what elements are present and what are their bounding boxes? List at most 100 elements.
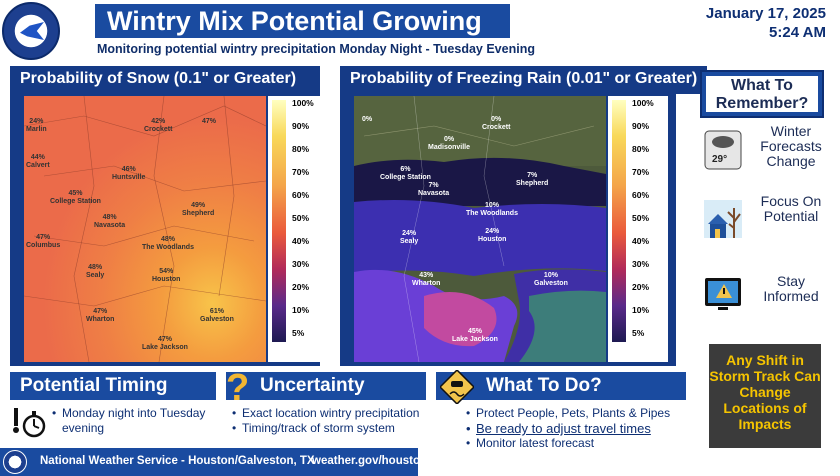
ice-label: 0% Madisonville xyxy=(428,136,471,151)
ice-map: 0% Crockett 0% Madisonville 0% 6% College S… xyxy=(354,96,606,362)
ice-map-panel: Probability of Freezing Rain (0.01" or G… xyxy=(340,66,708,366)
tip-stay-informed: Stay Informed xyxy=(704,268,834,328)
slippery-road-icon xyxy=(438,368,476,406)
nws-logo xyxy=(2,2,60,60)
legend-tick: 80% xyxy=(632,144,650,154)
legend-tick: 10% xyxy=(292,305,310,315)
snow-label: 46% Huntsville xyxy=(112,166,146,181)
legend-tick: 90% xyxy=(632,121,650,131)
svg-text:29°: 29° xyxy=(712,154,727,165)
ice-label: 0% Crockett xyxy=(482,116,511,131)
stopwatch-icon xyxy=(12,406,46,440)
snow-map-panel: Probability of Snow (0.1" or Greater) 42… xyxy=(10,66,328,366)
what-to-remember-heading: What To Remember? xyxy=(706,76,818,112)
legend-tick: 5% xyxy=(292,328,305,338)
page-title: Wintry Mix Potential Growing xyxy=(107,6,482,36)
ice-label: 43% Wharton xyxy=(412,272,441,287)
snow-label: 44% Calvert xyxy=(26,154,50,169)
snowy-house-icon xyxy=(704,200,742,244)
legend-tick: 100% xyxy=(292,98,314,108)
legend-tick: 100% xyxy=(632,98,654,108)
legend-tick: 20% xyxy=(292,282,310,292)
tip-focus-on-potential: Focus On Potential xyxy=(704,194,834,254)
snow-map-title: Probability of Snow (0.1" or Greater) xyxy=(10,66,307,94)
title-bar: Wintry Mix Potential Growing xyxy=(95,4,510,38)
ice-legend-bar xyxy=(612,100,626,342)
ice-label: 45% Lake Jackson xyxy=(452,328,498,343)
date-text: January 17, 2025 xyxy=(705,5,826,22)
tip-text: Focus On Potential xyxy=(760,193,822,224)
uncertainty-list: Exact location wintry precipitation Timi… xyxy=(232,406,419,436)
footer-url-link[interactable]: weather.gov/houston xyxy=(312,455,428,467)
snow-label: 48% Navasota xyxy=(94,214,126,229)
snow-label: 47% Wharton xyxy=(86,308,115,323)
snow-label: 48% Sealy xyxy=(86,264,105,279)
storm-track-warning-text: Any Shift in Storm Track Can Change Loca… xyxy=(709,352,821,432)
todo-list: Protect People, Pets, Plants & Pipes Be … xyxy=(466,406,670,451)
snow-label: 47% xyxy=(202,118,217,125)
legend-tick: 80% xyxy=(292,144,310,154)
list-item: Monitor latest forecast xyxy=(466,436,670,451)
snow-map: 42% Crockett 47% 24% Marlin 44% Calvert 45%… xyxy=(24,96,266,362)
snow-label: 42% Crockett xyxy=(144,118,173,133)
legend-tick: 30% xyxy=(632,259,650,269)
header: Wintry Mix Potential Growing January 17,… xyxy=(0,0,840,62)
tv-alert-icon xyxy=(704,274,742,314)
ice-legend: 100% 90% 80% 70% 60% 50% 40% 30% 20% 10%… xyxy=(608,96,668,362)
legend-tick: 30% xyxy=(292,259,310,269)
legend-tick: 20% xyxy=(632,282,650,292)
snow-label: 45% College Station xyxy=(50,190,101,205)
nws-bird-icon xyxy=(20,22,44,40)
uncertainty-header: Uncertainty xyxy=(226,372,426,400)
legend-tick: 60% xyxy=(292,190,310,200)
nws-footer-logo-icon xyxy=(3,450,27,474)
ice-label: 0% xyxy=(362,116,373,123)
snow-label: 47% Lake Jackson xyxy=(142,336,188,351)
timing-list: Monday night into Tuesday evening xyxy=(52,406,205,436)
ice-map-graphic xyxy=(354,96,606,362)
list-item: Timing/track of storm system xyxy=(232,421,419,436)
ice-label: 24% Houston xyxy=(478,228,507,243)
legend-tick: 60% xyxy=(632,190,650,200)
snow-label: 24% Marlin xyxy=(26,118,47,133)
list-item: evening xyxy=(62,421,105,435)
legend-tick: 50% xyxy=(292,213,310,223)
legend-tick: 90% xyxy=(292,121,310,131)
question-mark-icon: ? xyxy=(226,367,250,409)
snow-legend: 100% 90% 80% 70% 60% 50% 40% 30% 20% 10%… xyxy=(268,96,328,362)
snow-label: 48% The Woodlands xyxy=(142,236,194,251)
uncertainty-heading: Uncertainty xyxy=(260,375,365,396)
timing-heading: Potential Timing xyxy=(20,375,168,396)
snow-label: 61% Galveston xyxy=(200,308,234,323)
legend-tick: 10% xyxy=(632,305,650,315)
list-item: Monday night into Tuesday xyxy=(52,406,205,421)
timing-header: Potential Timing xyxy=(10,372,216,400)
ice-map-title: Probability of Freezing Rain (0.01" or G… xyxy=(340,66,708,94)
ice-label: 10% The Woodlands xyxy=(466,202,518,217)
snow-label: 49% Shepherd xyxy=(182,202,215,217)
ice-label: 7% Navasota xyxy=(418,182,450,197)
legend-tick: 40% xyxy=(632,236,650,246)
thermometer-forecast-icon: 29° xyxy=(704,130,742,170)
list-item: Exact location wintry precipitation xyxy=(232,406,419,421)
ice-label: 7% Shepherd xyxy=(516,172,549,187)
legend-tick: 40% xyxy=(292,236,310,246)
snow-map-graphic xyxy=(24,96,266,362)
list-item: Protect People, Pets, Plants & Pipes xyxy=(466,406,670,421)
subtitle: Monitoring potential wintry precipitatio… xyxy=(97,42,535,56)
footer: National Weather Service - Houston/Galve… xyxy=(0,448,427,476)
list-item-link[interactable]: Be ready to adjust travel times xyxy=(466,421,670,436)
legend-tick: 50% xyxy=(632,213,650,223)
todo-header: What To Do? xyxy=(436,372,686,400)
time-text: 5:24 AM xyxy=(769,24,826,41)
ice-label: 10% Galveston xyxy=(534,272,568,287)
tip-text: Stay Informed xyxy=(763,273,819,304)
todo-heading: What To Do? xyxy=(486,375,602,396)
what-to-remember-box: What To Remember? xyxy=(700,70,824,118)
legend-tick: 5% xyxy=(632,328,645,338)
storm-track-warning-box: Any Shift in Storm Track Can Change Loca… xyxy=(709,344,821,448)
ice-label: 24% Sealy xyxy=(400,230,419,245)
tip-text: Winter Forecasts Change xyxy=(760,123,822,169)
tip-forecasts-change: 29° Winter Forecasts Change xyxy=(704,124,834,184)
ice-label: 6% College Station xyxy=(380,166,431,181)
